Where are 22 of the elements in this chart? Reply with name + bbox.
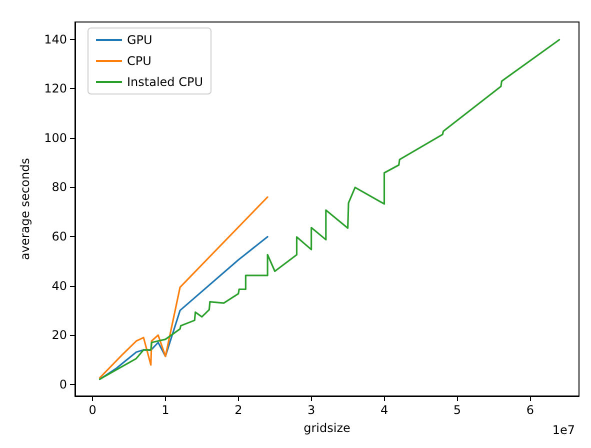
y-tick-label: 80 (52, 180, 67, 194)
x-tick-label: 3 (308, 403, 316, 417)
x-tick-label: 2 (234, 403, 242, 417)
x-tick-label: 1 (162, 403, 170, 417)
y-tick-label: 60 (52, 229, 67, 244)
x-tick-label: 6 (526, 403, 534, 417)
line-series (99, 196, 268, 379)
y-tick-label: 120 (44, 82, 67, 96)
y-tick-label: 140 (44, 32, 67, 46)
x-tick-label: 5 (453, 403, 462, 417)
y-tick-label: 40 (52, 278, 67, 293)
x-tick-label: 0 (88, 403, 96, 417)
x-tick-label: 4 (380, 403, 388, 417)
y-tick-label: 20 (52, 328, 67, 342)
legend-label: CPU (127, 54, 152, 68)
legend-label: GPU (127, 33, 152, 47)
y-tick-label: 0 (59, 377, 67, 392)
x-axis-title: gridsize (304, 421, 350, 435)
text: 1e7 (552, 423, 576, 437)
y-tick-label: 100 (44, 130, 67, 145)
legend-label: Instaled CPU (127, 75, 204, 89)
y-axis-title: average seconds (18, 158, 32, 260)
